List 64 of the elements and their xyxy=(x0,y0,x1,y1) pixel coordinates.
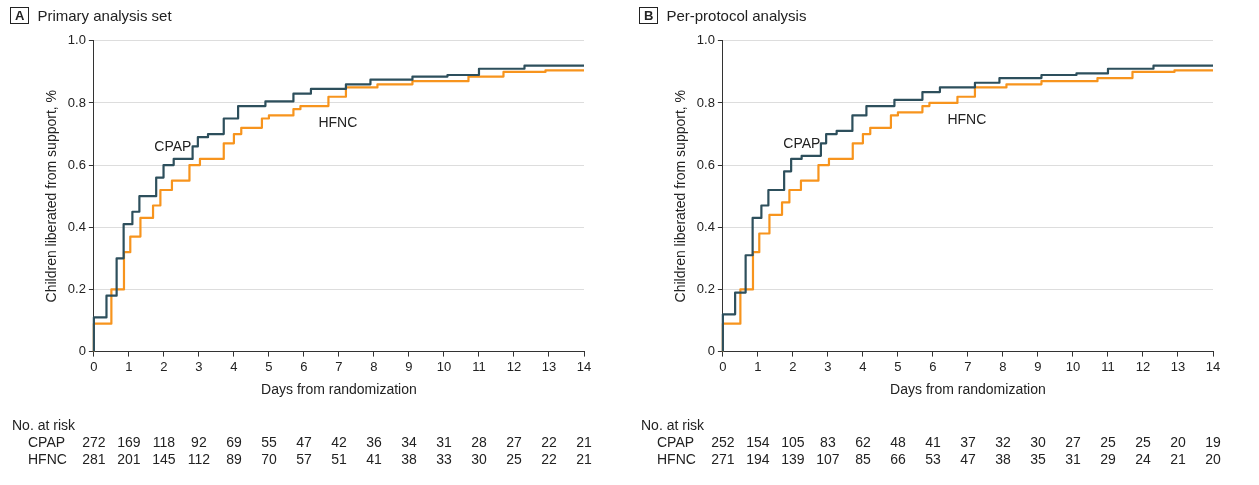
x-tick-label: 13 xyxy=(541,358,557,374)
x-tick-label: 9 xyxy=(405,358,413,374)
text: 271 194 139 107 85 66 53 47 38 35 31 29 24 21 20 xyxy=(711,451,1221,468)
text: No. at risk xyxy=(641,417,706,434)
y-tick-label: 0.2 xyxy=(67,281,86,297)
y-tick-label: 0.4 xyxy=(67,218,86,234)
x-tick-label: 10 xyxy=(436,358,452,374)
x-tick-label: 10 xyxy=(1065,358,1081,374)
series-label: CPAP xyxy=(783,134,821,151)
x-axis-title: Days from randomization xyxy=(890,381,1046,398)
x-tick-label: 12 xyxy=(506,358,522,374)
x-tick-label: 6 xyxy=(929,358,937,374)
y-tick-label: 0 xyxy=(707,343,715,359)
x-tick-label: 7 xyxy=(335,358,343,374)
x-tick-label: 8 xyxy=(370,358,378,374)
x-tick-label: 5 xyxy=(265,358,273,374)
text: HFNC xyxy=(657,451,696,468)
y-tick-label: 1.0 xyxy=(696,32,715,48)
y-tick-label: 0.2 xyxy=(696,281,715,297)
x-tick-label: 13 xyxy=(1170,358,1186,374)
x-tick-label: 8 xyxy=(999,358,1007,374)
text: 252 154 105 83 62 48 41 37 32 30 27 25 25 20 19 xyxy=(711,434,1221,451)
y-tick-label: 0.8 xyxy=(67,94,86,110)
series-label: HFNC xyxy=(947,110,987,127)
y-tick-label: 0.4 xyxy=(696,218,715,234)
series-label: CPAP xyxy=(154,137,192,154)
text: 272 169 118 92 69 55 47 42 36 34 31 28 27 22 21 xyxy=(82,434,592,451)
x-tick-label: 2 xyxy=(789,358,797,374)
y-tick-label: 0.6 xyxy=(696,156,715,172)
x-tick-label: 11 xyxy=(472,358,486,374)
x-tick-label: 5 xyxy=(894,358,902,374)
x-tick-label: 9 xyxy=(1034,358,1042,374)
y-axis-title: Children liberated from support, % xyxy=(672,89,689,303)
text: 281 201 145 112 89 70 57 51 41 38 33 30 25 22 21 xyxy=(82,451,592,468)
x-tick-label: 3 xyxy=(195,358,203,374)
text: CPAP xyxy=(28,434,66,451)
x-tick-label: 3 xyxy=(824,358,832,374)
x-tick-label: 4 xyxy=(859,358,867,374)
x-tick-label: 1 xyxy=(754,358,762,374)
x-tick-label: 14 xyxy=(1205,358,1221,374)
text: HFNC xyxy=(28,451,67,468)
y-axis-title: Children liberated from support, % xyxy=(43,89,60,303)
x-axis-title: Days from randomization xyxy=(261,381,417,398)
text: B xyxy=(639,6,659,24)
x-tick-label: 6 xyxy=(300,358,308,374)
series-label: HFNC xyxy=(318,114,358,131)
chart-title: Primary analysis set xyxy=(37,6,172,24)
x-tick-label: 2 xyxy=(160,358,168,374)
y-tick-label: 0.8 xyxy=(696,94,715,110)
x-tick-label: 7 xyxy=(964,358,972,374)
text: No. at risk xyxy=(12,417,77,434)
y-tick-label: 1.0 xyxy=(67,32,86,48)
x-tick-label: 12 xyxy=(1135,358,1151,374)
y-tick-label: 0.6 xyxy=(67,156,86,172)
text: CPAP xyxy=(657,434,695,451)
x-tick-label: 1 xyxy=(125,358,133,374)
y-tick-label: 0 xyxy=(78,343,86,359)
x-tick-label: 0 xyxy=(719,358,727,374)
x-tick-label: 4 xyxy=(230,358,238,374)
chart-title: Per-protocol analysis xyxy=(666,6,807,24)
x-tick-label: 14 xyxy=(576,358,592,374)
x-tick-label: 0 xyxy=(90,358,98,374)
x-tick-label: 11 xyxy=(1101,358,1115,374)
text: A xyxy=(10,6,30,24)
